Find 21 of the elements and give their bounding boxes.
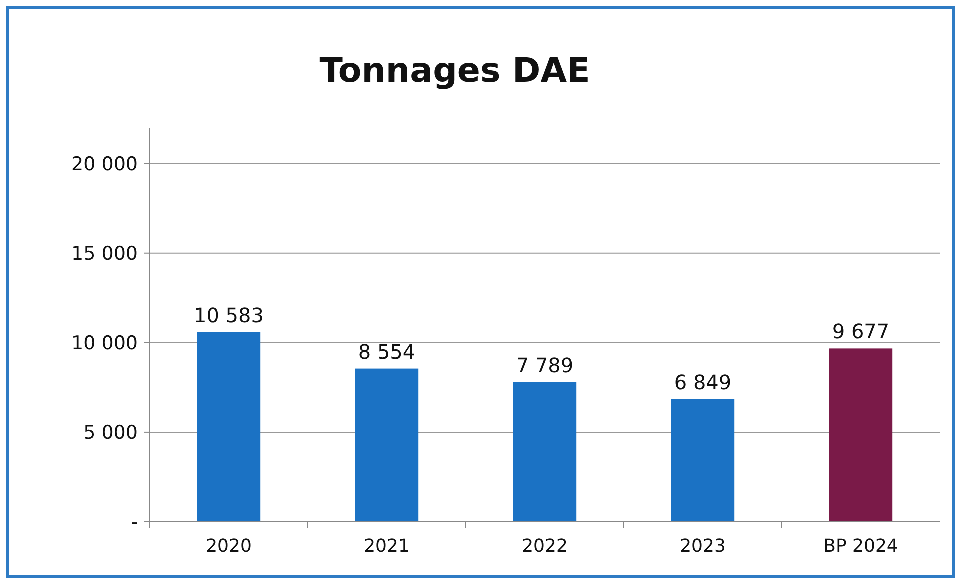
data-label: 8 554 [358,340,416,364]
chart-title: Tonnages DAE [320,51,590,91]
y-tick-label: - [131,512,138,534]
y-tick-label: 10 000 [72,332,138,355]
data-label: 10 583 [194,303,264,328]
x-tick-label: 2021 [364,536,410,557]
x-tick-label: 2023 [680,536,726,557]
bar [671,399,735,522]
y-tick-label: 20 000 [72,153,138,176]
data-label: 7 789 [516,354,574,378]
x-tick-label: BP 2024 [824,536,898,557]
bar [355,368,419,522]
data-label: 9 677 [832,320,890,344]
bar [513,382,577,522]
y-tick-label: 5 000 [84,422,138,444]
y-tick-label: 15 000 [72,243,138,266]
x-tick-label: 2020 [206,536,252,557]
bar [197,332,261,522]
data-label: 6 849 [674,370,732,394]
bar [829,348,893,522]
x-tick-label: 2022 [522,536,568,557]
